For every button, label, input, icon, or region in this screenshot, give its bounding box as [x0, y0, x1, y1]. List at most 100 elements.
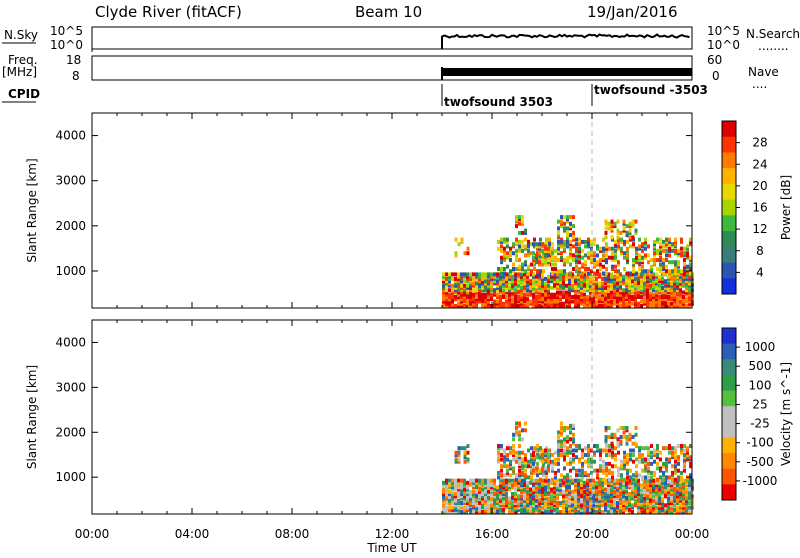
data-cell: [644, 269, 647, 274]
data-cell: [604, 299, 607, 304]
data-cell: [622, 507, 625, 512]
data-cell: [487, 283, 490, 288]
data-cell: [442, 276, 445, 281]
data-cell: [451, 285, 454, 290]
data-cell: [556, 281, 559, 286]
data-cell: [578, 473, 581, 478]
data-cell: [632, 453, 635, 457]
data-cell: [595, 510, 598, 514]
data-cell: [541, 285, 544, 290]
data-cell: [541, 262, 544, 267]
data-cell: [670, 288, 673, 293]
data-cell: [616, 441, 620, 446]
data-cell: [649, 505, 652, 510]
data-cell: [620, 466, 623, 471]
data-cell: [544, 260, 547, 265]
data-cell: [601, 292, 604, 297]
data-cell: [685, 492, 688, 496]
colorbar-swatch: [722, 406, 736, 423]
data-cell: [457, 507, 460, 512]
data-cell: [496, 507, 499, 512]
data-cell: [667, 501, 670, 505]
data-cell: [515, 421, 518, 426]
data-cell: [589, 276, 592, 281]
data-cell: [682, 492, 685, 496]
data-cell: [556, 503, 559, 508]
data-cell: [583, 489, 586, 494]
data-cell: [466, 279, 469, 284]
data-cell: [625, 230, 629, 235]
data-cell: [631, 224, 635, 229]
data-cell: [557, 457, 560, 462]
data-cell: [641, 242, 644, 247]
data-cell: [689, 242, 692, 247]
data-cell: [592, 492, 595, 496]
data-cell: [634, 276, 637, 281]
data-cell: [688, 510, 691, 514]
data-cell: [535, 478, 538, 483]
data-cell: [547, 262, 550, 267]
data-cell: [529, 510, 532, 514]
data-cell: [653, 448, 656, 453]
data-cell: [521, 457, 524, 462]
data-cell: [628, 224, 632, 229]
data-cell: [566, 215, 569, 220]
data-cell: [569, 253, 572, 258]
data-cell: [520, 295, 523, 299]
data-cell: [556, 299, 559, 304]
data-cell: [593, 260, 596, 265]
data-cell: [526, 507, 529, 512]
data-cell: [637, 492, 640, 496]
data-cell: [497, 459, 500, 464]
data-cell: [677, 461, 680, 466]
data-cell: [604, 219, 608, 224]
data-cell: [626, 253, 629, 258]
data-cell: [493, 478, 496, 483]
data-cell: [667, 492, 670, 496]
data-cell: [542, 251, 545, 256]
data-cell: [514, 496, 517, 501]
data-cell: [493, 304, 496, 308]
data-cell: [542, 464, 545, 469]
data-cell: [548, 244, 551, 249]
data-cell: [506, 453, 509, 457]
data-cell: [490, 485, 493, 490]
data-cell: [673, 301, 676, 306]
data-cell: [619, 299, 622, 304]
data-cell: [679, 299, 682, 304]
data-cell: [457, 290, 460, 295]
data-cell: [613, 290, 616, 295]
data-cell: [605, 466, 608, 471]
data-cell: [631, 221, 635, 226]
colorbar-swatch: [722, 199, 736, 216]
data-cell: [655, 494, 658, 499]
data-cell: [568, 510, 571, 514]
data-cell: [605, 248, 608, 253]
data-cell: [683, 455, 686, 460]
data-cell: [490, 283, 493, 288]
data-cell: [550, 494, 553, 499]
data-cell: [649, 492, 652, 496]
data-cell: [538, 510, 541, 514]
data-cell: [535, 253, 538, 258]
data-cell: [613, 221, 617, 226]
data-cell: [595, 272, 598, 277]
data-cell: [578, 255, 581, 260]
data-cell: [508, 279, 511, 284]
data-cell: [460, 295, 463, 299]
data-cell: [466, 299, 469, 304]
data-cell: [484, 503, 487, 508]
data-cell: [655, 489, 658, 494]
data-cell: [442, 299, 445, 304]
data-cell: [571, 295, 574, 299]
data-cell: [493, 507, 496, 512]
data-cell: [637, 301, 640, 306]
data-cell: [533, 244, 536, 249]
nave-tick-low: 0: [712, 69, 720, 83]
data-cell: [616, 487, 619, 492]
data-cell: [499, 483, 502, 488]
data-cell: [523, 288, 526, 293]
data-cell: [566, 450, 569, 455]
data-cell: [656, 446, 659, 451]
data-cell: [517, 498, 520, 503]
